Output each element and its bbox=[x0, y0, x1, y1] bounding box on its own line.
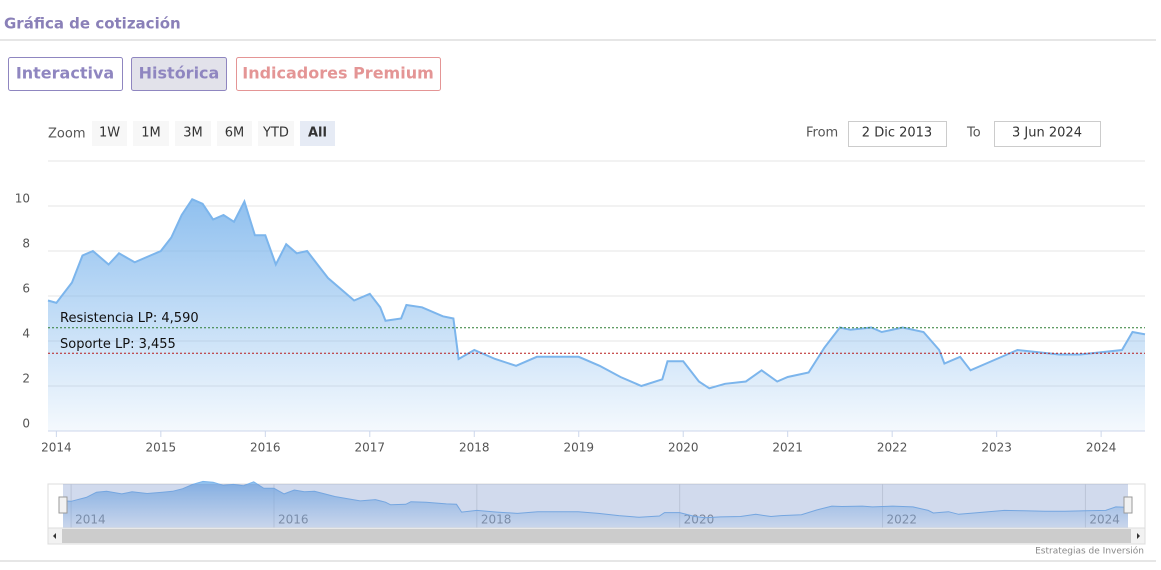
tab-label[interactable]: Indicadores Premium bbox=[242, 64, 434, 83]
from-value[interactable]: 2 Dic 2013 bbox=[862, 126, 932, 141]
scroll-arrow[interactable] bbox=[53, 533, 56, 539]
y-tick-label: 6 bbox=[22, 282, 30, 296]
x-tick-label: 2022 bbox=[877, 441, 908, 455]
zoom-button[interactable] bbox=[133, 121, 169, 146]
price-line bbox=[47, 197, 1146, 390]
x-tick-label: 2016 bbox=[250, 441, 281, 455]
to-label: To bbox=[966, 126, 981, 141]
x-tick-label: 2017 bbox=[355, 441, 386, 455]
zoom-buttons: 1W 1M 3M 6M YTD All bbox=[92, 121, 335, 146]
tab-label[interactable]: Histórica bbox=[139, 64, 220, 83]
zoom-button[interactable] bbox=[258, 121, 294, 146]
navigator-line bbox=[62, 480, 1129, 519]
y-tick-label: 0 bbox=[22, 417, 30, 431]
x-tick-label: 2021 bbox=[772, 441, 803, 455]
y-tick-label: 8 bbox=[22, 237, 30, 251]
zoom-button-label[interactable]: 6M bbox=[225, 126, 245, 141]
to-value[interactable]: 3 Jun 2024 bbox=[1012, 126, 1082, 141]
y-tick-label: 10 bbox=[15, 192, 30, 206]
zoom-button[interactable] bbox=[217, 121, 252, 146]
navigator-mask bbox=[63, 484, 1128, 528]
zoom-button[interactable] bbox=[300, 121, 335, 146]
zoom-button-label[interactable]: 1W bbox=[99, 126, 120, 141]
x-tick-label: 2023 bbox=[981, 441, 1012, 455]
zoom-button-label[interactable]: 1M bbox=[141, 126, 161, 141]
y-tick-label: 2 bbox=[22, 372, 30, 386]
scrollbar-thumb[interactable] bbox=[62, 529, 1131, 543]
zoom-label: Zoom bbox=[48, 127, 85, 142]
page-title: Gráfica de cotización bbox=[4, 15, 181, 33]
from-input[interactable] bbox=[848, 121, 947, 147]
navigator-handle[interactable] bbox=[58, 496, 68, 514]
area-fill bbox=[48, 199, 1145, 431]
to-input[interactable] bbox=[994, 121, 1101, 147]
x-tick-label: 2014 bbox=[41, 441, 72, 455]
credits: Estrategias de Inversión bbox=[1035, 546, 1144, 557]
zoom-button-label[interactable]: 3M bbox=[183, 126, 203, 141]
zoom-button[interactable] bbox=[92, 121, 127, 146]
x-tick-label: 2015 bbox=[146, 441, 177, 455]
x-tick-label: 2020 bbox=[668, 441, 699, 455]
tab[interactable] bbox=[8, 57, 123, 91]
y-tick-label: 4 bbox=[22, 327, 30, 341]
tab[interactable] bbox=[131, 57, 227, 91]
from-label: From bbox=[806, 126, 838, 141]
zoom-button-label[interactable]: YTD bbox=[262, 126, 289, 141]
x-tick-label: 2018 bbox=[459, 441, 490, 455]
x-tick-label: 2024 bbox=[1086, 441, 1117, 455]
zoom-button-label[interactable]: All bbox=[308, 126, 327, 141]
navigator-handle[interactable] bbox=[1123, 496, 1133, 514]
x-tick-label: 2019 bbox=[563, 441, 594, 455]
tab[interactable] bbox=[236, 57, 441, 91]
navigator-area bbox=[63, 481, 1128, 528]
reference-label: Soporte LP: 3,455 bbox=[60, 337, 176, 352]
scroll-arrow[interactable] bbox=[1137, 533, 1140, 539]
reference-label: Resistencia LP: 4,590 bbox=[60, 311, 199, 326]
zoom-button[interactable] bbox=[175, 121, 211, 146]
tab-label[interactable]: Interactiva bbox=[16, 64, 114, 83]
